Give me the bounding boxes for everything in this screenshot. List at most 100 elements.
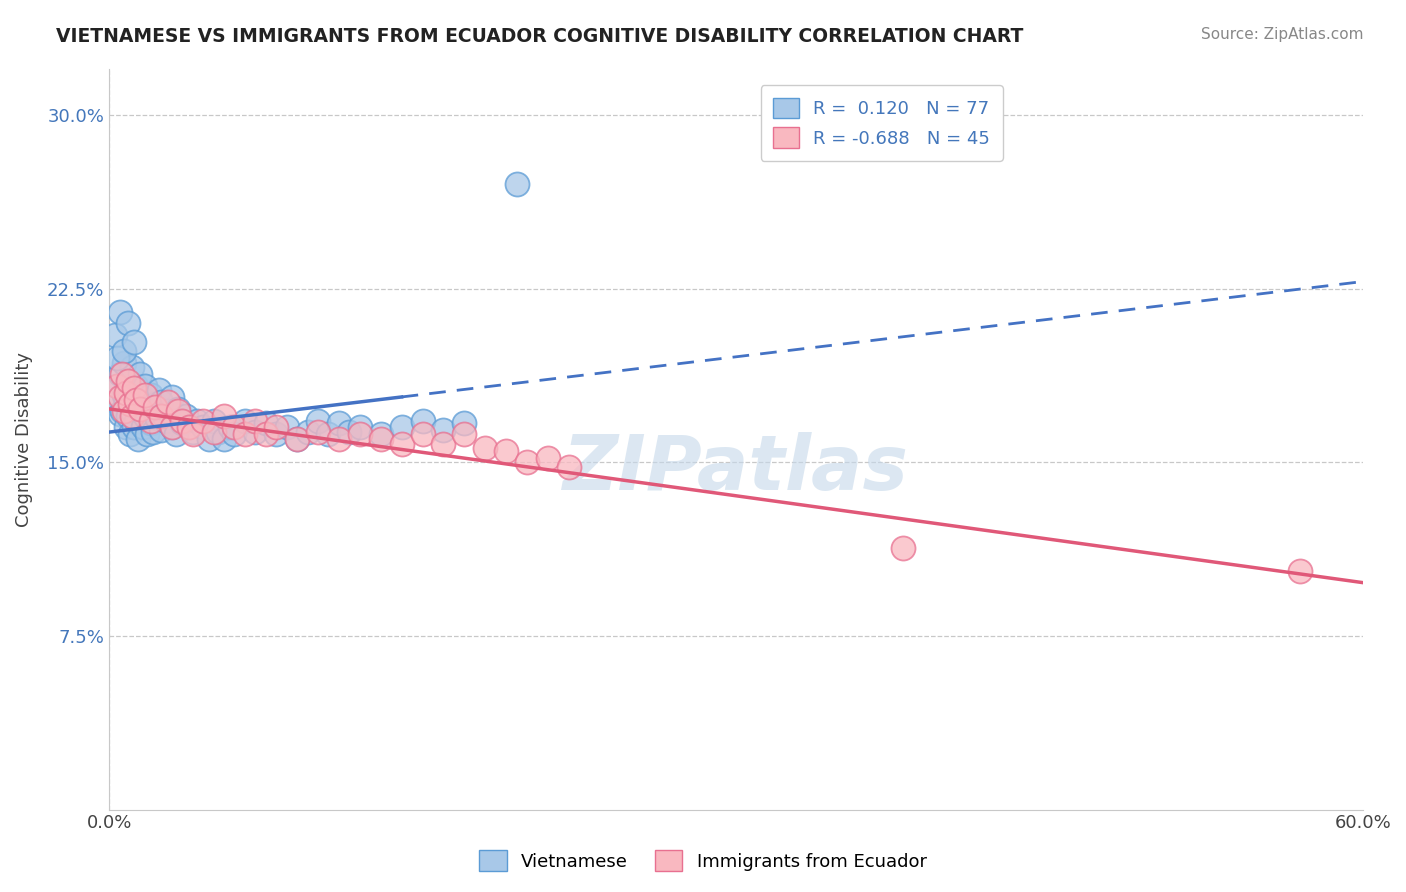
Point (186, 413, 208, 427)
Point (212, 409, 235, 423)
Point (104, 327, 127, 342)
Point (129, 404, 152, 418)
Point (207, 425, 229, 439)
Point (160, 420, 183, 434)
Point (108, 304, 131, 318)
Point (134, 409, 156, 423)
Point (172, 413, 194, 427)
Point (212, 432, 235, 446)
Point (108, 390, 131, 404)
Point (131, 392, 153, 407)
Point (108, 407, 131, 421)
Point (307, 425, 329, 439)
Point (112, 344, 135, 359)
Point (104, 397, 127, 411)
Point (328, 416, 350, 430)
Point (264, 427, 287, 442)
Point (191, 413, 214, 427)
Point (453, 427, 475, 442)
Point (131, 420, 153, 434)
Point (150, 423, 173, 437)
Text: ZIPatlas: ZIPatlas (562, 432, 908, 506)
Text: VIETNAMESE VS IMMIGRANTS FROM ECUADOR COGNITIVE DISABILITY CORRELATION CHART: VIETNAMESE VS IMMIGRANTS FROM ECUADOR CO… (56, 27, 1024, 45)
Point (135, 427, 157, 442)
Point (165, 427, 187, 442)
Point (233, 413, 256, 427)
Point (117, 374, 139, 388)
Point (115, 385, 138, 400)
Point (121, 409, 143, 423)
Point (245, 413, 267, 427)
Point (122, 397, 145, 411)
Point (138, 400, 160, 414)
Point (121, 360, 143, 375)
Point (125, 413, 148, 427)
Point (139, 416, 162, 430)
Point (148, 384, 170, 398)
Y-axis label: Cognitive Disability: Cognitive Disability (15, 351, 32, 526)
Point (118, 397, 141, 411)
Point (495, 443, 517, 458)
Point (121, 404, 143, 418)
Point (191, 420, 214, 434)
Point (370, 427, 392, 442)
Point (129, 401, 152, 416)
Point (224, 420, 246, 434)
Point (370, 432, 392, 446)
Point (117, 316, 139, 330)
Point (112, 388, 135, 402)
Point (337, 425, 360, 439)
Point (117, 376, 139, 391)
Point (177, 420, 200, 434)
Point (307, 413, 329, 427)
Point (150, 409, 173, 423)
Point (122, 381, 145, 395)
Point (150, 395, 173, 409)
Point (453, 416, 475, 430)
Point (167, 404, 190, 418)
Point (411, 427, 433, 442)
Point (134, 388, 156, 402)
Point (328, 432, 350, 446)
Point (181, 427, 204, 442)
Point (285, 432, 308, 446)
Point (411, 413, 433, 427)
Point (115, 420, 138, 434)
Point (219, 420, 242, 434)
Point (516, 455, 538, 469)
Point (125, 378, 148, 392)
Point (264, 420, 287, 434)
Point (505, 178, 527, 192)
Point (167, 401, 190, 416)
Point (122, 334, 145, 349)
Point (349, 420, 371, 434)
Legend: R =  0.120   N = 77, R = -0.688   N = 45: R = 0.120 N = 77, R = -0.688 N = 45 (761, 85, 1002, 161)
Point (112, 356, 135, 370)
Point (143, 397, 166, 411)
Point (172, 416, 194, 430)
Point (156, 404, 179, 418)
Point (146, 411, 169, 425)
Point (349, 427, 371, 442)
Point (117, 409, 139, 423)
Point (129, 367, 152, 381)
Point (118, 427, 141, 442)
Point (139, 413, 162, 427)
Point (537, 450, 560, 465)
Point (1289, 564, 1312, 578)
Point (111, 404, 134, 418)
Point (391, 436, 413, 450)
Point (224, 427, 246, 442)
Point (107, 378, 129, 392)
Point (125, 392, 148, 407)
Point (155, 413, 177, 427)
Point (139, 388, 162, 402)
Point (474, 442, 496, 456)
Point (156, 395, 179, 409)
Point (115, 392, 138, 407)
Point (118, 388, 141, 402)
Point (558, 459, 581, 474)
Point (202, 413, 225, 427)
Point (181, 425, 204, 439)
Point (142, 425, 165, 439)
